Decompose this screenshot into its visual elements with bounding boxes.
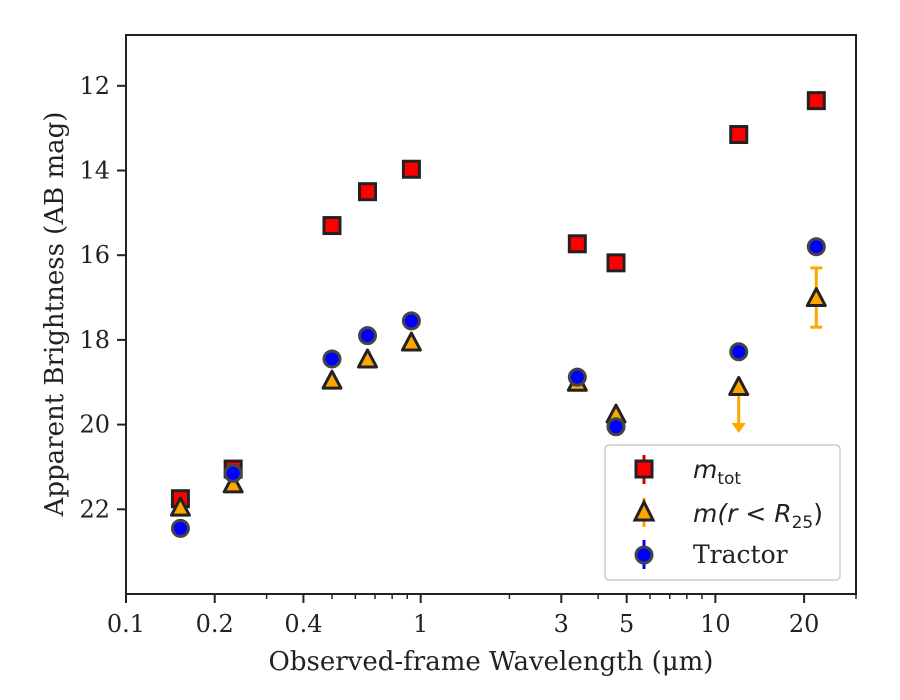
y-tick-label: 16: [79, 241, 110, 269]
legend: mtot m(r < R25) Tractor: [604, 444, 841, 581]
x-tick-label: 1: [413, 610, 428, 638]
point-tractor: [567, 367, 587, 387]
point-tractor: [358, 326, 378, 346]
legend-mtot-label: mtot: [693, 455, 741, 489]
point-mr25: [222, 473, 244, 494]
x-tick-label: 0.2: [196, 610, 234, 638]
point-tractor: [806, 237, 826, 257]
y-tick-label: 18: [79, 326, 110, 354]
point-mr25: [169, 496, 191, 517]
y-tick-label: 22: [79, 495, 110, 523]
point-mr25: [400, 331, 422, 352]
x-tick-label: 0.4: [284, 610, 322, 638]
legend-tractor-label: Tractor: [693, 540, 788, 569]
point-mtot: [729, 125, 749, 145]
legend-mr25-sub: 25: [792, 513, 814, 533]
legend-mr25-base: m: [693, 499, 717, 528]
x-tick-label: 5: [619, 610, 634, 638]
point-mtot: [606, 253, 626, 273]
point-mr25: [728, 375, 750, 396]
point-mr25: [357, 348, 379, 369]
point-tractor: [223, 463, 243, 483]
point-mtot: [806, 91, 826, 111]
legend-mr25-paren: (r < R: [717, 499, 791, 528]
x-tick-label: 10: [700, 610, 731, 638]
legend-entry-mr25: m(r < R25): [632, 498, 823, 533]
y-tick-label: 14: [79, 157, 110, 185]
legend-entry-tractor: Tractor: [634, 540, 788, 569]
y-tick-label: 20: [79, 411, 110, 439]
legend-tractor-marker: [634, 545, 654, 565]
point-tractor: [606, 417, 626, 437]
legend-mr25-marker: [632, 498, 656, 522]
legend-mr25-label: m(r < R25): [693, 499, 823, 533]
x-tick-label: 3: [554, 610, 569, 638]
legend-box: [604, 444, 841, 581]
legend-entry-mtot: mtot: [634, 455, 741, 489]
point-mr25: [321, 369, 343, 390]
point-mtot: [322, 216, 342, 236]
point-mr25: [805, 287, 827, 308]
point-mtot: [358, 182, 378, 202]
x-axis-title: Observed-frame Wavelength (μm): [269, 647, 714, 677]
y-axis: 12 14 16 18 20 22: [79, 72, 126, 523]
x-tick-label: 0.1: [107, 610, 145, 638]
legend-mr25-close: ): [813, 499, 823, 528]
x-tick-label: 20: [789, 610, 820, 638]
point-mtot: [567, 234, 587, 254]
upper-limit-arrowhead: [731, 422, 746, 433]
y-tick-label: 12: [79, 72, 110, 100]
point-tractor: [729, 342, 749, 362]
point-tractor: [401, 311, 421, 331]
x-axis: 0.1 0.2 0.4 1 3 5 10 20: [107, 594, 857, 638]
data-markers: [169, 91, 827, 538]
y-axis-title: Apparent Brightness (AB mag): [40, 112, 70, 518]
point-tractor: [170, 518, 190, 538]
legend-mtot-marker: [634, 459, 654, 479]
legend-mtot-base: m: [693, 455, 717, 484]
legend-mtot-sub: tot: [717, 469, 741, 489]
point-mtot: [401, 159, 421, 179]
plot-frame: [125, 34, 857, 595]
point-tractor: [322, 349, 342, 369]
